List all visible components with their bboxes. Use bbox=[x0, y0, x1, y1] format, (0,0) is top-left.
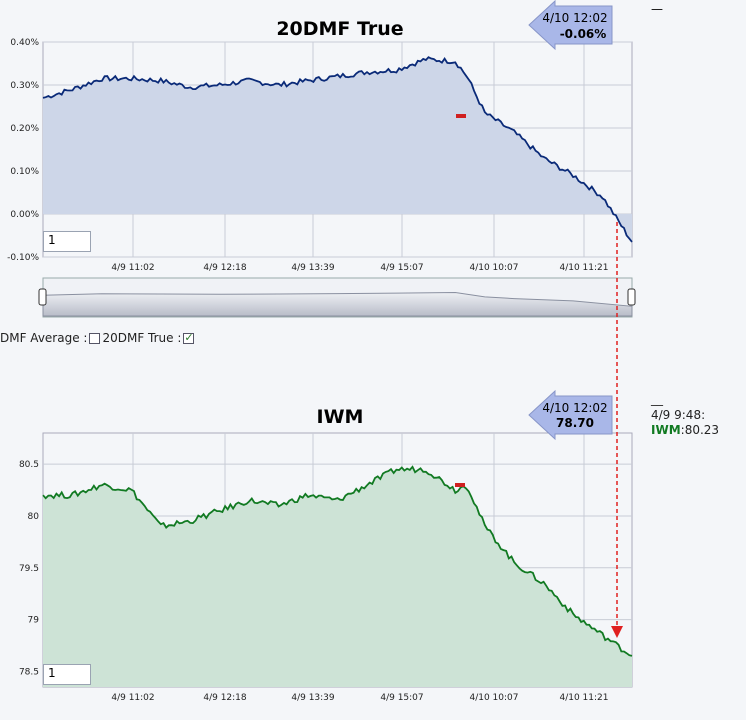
y-tick-20dmf-4: 0.00% bbox=[10, 210, 39, 220]
x-tick-1-3: 4/9 15:07 bbox=[380, 693, 423, 703]
side-readout: IWM:80.23 bbox=[651, 423, 719, 437]
side-time: 4/9 9:48: bbox=[651, 408, 706, 422]
chart2-zoom-input[interactable]: 1 bbox=[43, 664, 91, 685]
legend: DMF Average : 20DMF True : bbox=[0, 331, 196, 345]
legend-average-checkbox[interactable] bbox=[89, 333, 101, 344]
x-tick-1-2: 4/9 13:39 bbox=[291, 693, 335, 703]
legend-series-label: 20DMF True : bbox=[102, 331, 182, 345]
series-20dmf-line bbox=[42, 56, 633, 243]
marker1-flag bbox=[456, 114, 466, 118]
y-tick-20dmf-3: 0.10% bbox=[10, 167, 39, 177]
x-tick-0-1: 4/9 12:18 bbox=[203, 263, 247, 273]
callout1-value: -0.06% bbox=[560, 27, 607, 41]
chart2-title: IWM bbox=[316, 406, 364, 428]
chart1-title: 20DMF True bbox=[276, 18, 404, 40]
navigator-right-handle[interactable] bbox=[627, 288, 636, 306]
callout1: 4/10 12:02 -0.06% bbox=[528, 0, 613, 51]
side-value: :80.23 bbox=[680, 423, 720, 437]
series-iwm-area bbox=[43, 466, 632, 687]
y-tick-20dmf-1: 0.30% bbox=[10, 81, 39, 91]
top-dash: — bbox=[651, 2, 663, 16]
chart1-zoom-input[interactable]: 1 bbox=[43, 231, 91, 252]
plot2-y-axis: 80.5 80 79.5 79 78.5 bbox=[19, 460, 39, 677]
y-tick-iwm-1: 80 bbox=[28, 512, 40, 522]
x-tick-1-5: 4/10 11:21 bbox=[559, 693, 608, 703]
plot1-x-axis: 4/9 11:02 4/9 12:18 4/9 13:39 4/9 15:07 4/10… bbox=[111, 263, 608, 273]
plot2-x-axis: 4/9 11:02 4/9 12:18 4/9 13:39 4/9 15:07 4/10… bbox=[111, 693, 608, 703]
series-iwm-line bbox=[42, 465, 633, 657]
side-series: IWM bbox=[651, 423, 681, 437]
navigator-series bbox=[42, 291, 633, 317]
x-tick-0-0: 4/9 11:02 bbox=[111, 263, 154, 273]
navigator-left-handle[interactable] bbox=[38, 288, 47, 306]
x-tick-0-4: 4/10 10:07 bbox=[469, 263, 518, 273]
y-tick-iwm-4: 78.5 bbox=[19, 667, 39, 677]
callout1-time: 4/10 12:02 bbox=[542, 11, 607, 25]
y-tick-20dmf-2: 0.20% bbox=[10, 124, 39, 134]
callout2-value: 78.70 bbox=[556, 416, 594, 430]
x-tick-1-1: 4/9 12:18 bbox=[203, 693, 247, 703]
x-tick-1-0: 4/9 11:02 bbox=[111, 693, 154, 703]
x-tick-1-4: 4/10 10:07 bbox=[469, 693, 518, 703]
callout2: 4/10 12:02 78.70 bbox=[528, 389, 613, 441]
x-tick-0-2: 4/9 13:39 bbox=[291, 263, 335, 273]
y-tick-20dmf-5: -0.10% bbox=[7, 253, 39, 263]
callout2-time: 4/10 12:02 bbox=[542, 401, 607, 415]
marker2-flag bbox=[455, 483, 465, 487]
y-tick-iwm-2: 79.5 bbox=[19, 564, 39, 574]
x-tick-0-3: 4/9 15:07 bbox=[380, 263, 423, 273]
y-tick-20dmf-0: 0.40% bbox=[10, 38, 39, 48]
side-dash: __ bbox=[651, 392, 663, 406]
plot1-y-axis: 0.40% 0.30% 0.20% 0.10% 0.00% -0.10% bbox=[7, 38, 39, 263]
y-tick-iwm-3: 79 bbox=[28, 616, 40, 626]
y-tick-iwm-0: 80.5 bbox=[19, 460, 39, 470]
legend-series-checkbox[interactable] bbox=[183, 331, 195, 344]
series-20dmf-area bbox=[43, 57, 632, 242]
x-tick-0-5: 4/10 11:21 bbox=[559, 263, 608, 273]
legend-prefix: DMF Average : bbox=[0, 331, 88, 345]
